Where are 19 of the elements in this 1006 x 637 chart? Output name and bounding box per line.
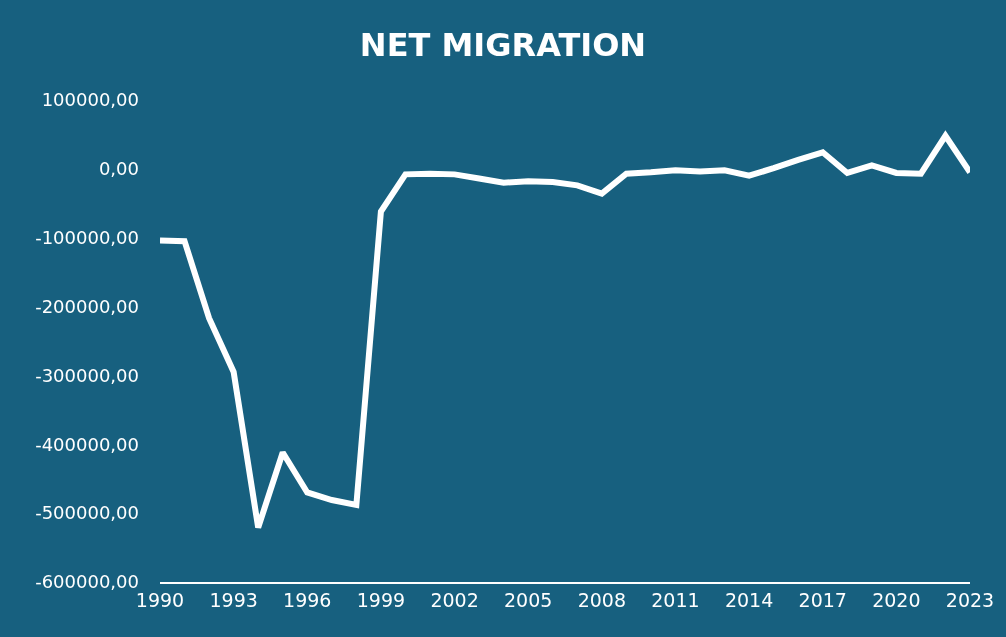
- y-tick-label: 100000,00: [41, 89, 139, 111]
- y-tick-label: -200000,00: [35, 295, 139, 317]
- x-tick-label: 1996: [283, 588, 332, 611]
- y-tick-label: -100000,00: [35, 227, 139, 249]
- x-tick-label: 2020: [872, 588, 921, 611]
- y-tick-label: -400000,00: [35, 433, 139, 455]
- y-tick-label: 0,00: [98, 158, 139, 180]
- x-tick-label: 2011: [651, 588, 700, 611]
- x-tick-label: 2023: [945, 588, 995, 611]
- x-tick-label: 2005: [504, 588, 553, 611]
- y-tick-label: -300000,00: [35, 364, 139, 386]
- x-tick-label: 1993: [209, 588, 258, 611]
- y-tick-label: -500000,00: [35, 502, 139, 524]
- x-tick-label: 2002: [430, 588, 479, 611]
- x-tick-label: 2017: [798, 588, 847, 611]
- x-tick-label: 1999: [356, 588, 406, 611]
- chart-title: NET MIGRATION: [359, 25, 647, 64]
- x-tick-label: 2008: [577, 588, 626, 611]
- x-tick-label: 2014: [724, 588, 774, 611]
